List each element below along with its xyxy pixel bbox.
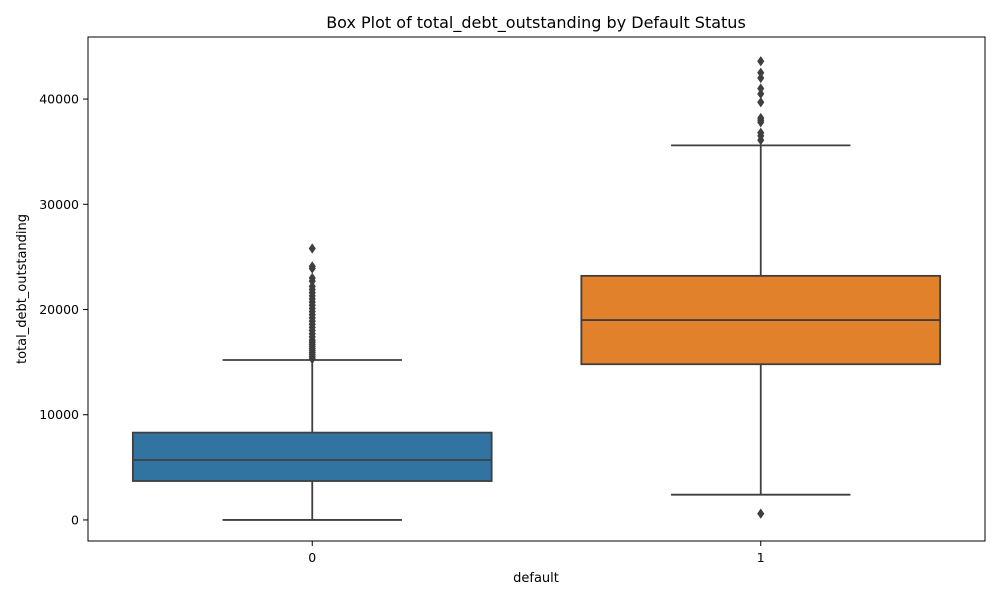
x-axis-label: default	[513, 571, 559, 586]
x-tick-label: 1	[757, 550, 765, 565]
y-tick-label: 0	[71, 512, 79, 527]
box-group-0	[131, 243, 493, 521]
box-group-1	[580, 56, 942, 519]
outlier-point	[757, 56, 765, 67]
outlier-point	[757, 83, 765, 94]
plot-frame	[87, 36, 986, 542]
outlier-point	[308, 281, 316, 292]
outlier-point	[757, 67, 765, 78]
outlier-point	[308, 272, 316, 284]
y-tick-label: 40000	[39, 92, 79, 107]
y-tick-label: 10000	[39, 407, 79, 422]
y-axis-label: total_debt_outstanding	[15, 214, 30, 364]
outlier-point	[757, 97, 765, 108]
outlier-point	[308, 243, 316, 254]
outlier-point	[757, 127, 765, 138]
y-tick-label: 30000	[39, 197, 79, 212]
outlier-point	[757, 508, 765, 519]
outlier-point	[757, 88, 765, 99]
x-tick-label: 0	[308, 550, 316, 565]
outlier-point	[757, 72, 765, 84]
y-tick-label: 20000	[39, 302, 79, 317]
box-iqr	[131, 431, 493, 482]
plot-area	[131, 56, 942, 521]
chart-title: Box Plot of total_debt_outstanding by De…	[326, 13, 746, 33]
outlier-point	[308, 261, 316, 272]
outlier-point	[757, 112, 765, 124]
